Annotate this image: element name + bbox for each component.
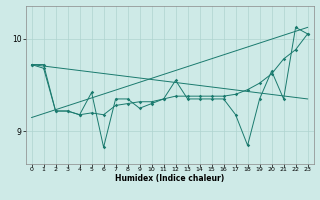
X-axis label: Humidex (Indice chaleur): Humidex (Indice chaleur) [115, 174, 224, 183]
